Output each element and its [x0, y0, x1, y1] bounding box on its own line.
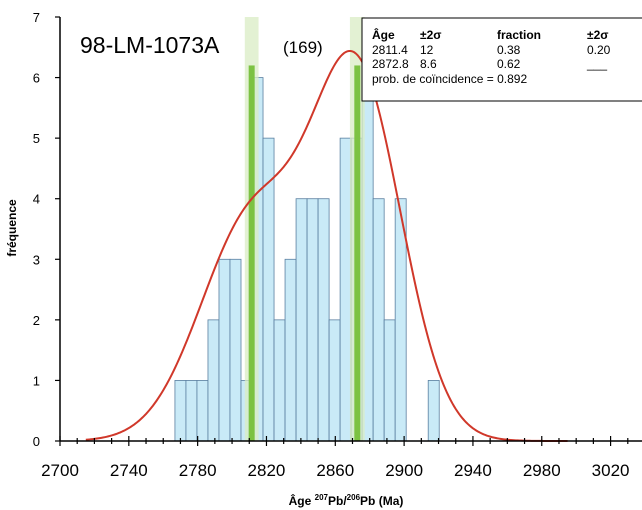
histogram-bars	[174, 77, 440, 442]
component-age-line	[354, 65, 361, 441]
legend-row1-2sigma: 12	[420, 43, 434, 57]
legend-row1-age: 2811.4	[372, 43, 408, 57]
x-axis-title-sup2: 206	[347, 493, 361, 502]
x-tick-label: 2860	[316, 461, 354, 480]
histogram-bar	[185, 380, 198, 442]
x-tick-label: 3020	[592, 461, 630, 480]
legend-table-box	[361, 17, 642, 102]
legend-row2-fraction: 0.62	[497, 57, 521, 71]
y-tick-label: 7	[33, 10, 40, 25]
legend-footer: prob. de coïncidence = 0.892	[372, 72, 527, 86]
y-axis-title: fréquence	[5, 199, 19, 257]
legend-table: Âge ±2σ fraction ±2σ 2811.4 12 0.38 0.20…	[361, 17, 642, 102]
legend-row2-fraction-2sigma: ___	[586, 57, 607, 71]
histogram-bar	[339, 137, 352, 442]
legend-row1-fraction-2sigma: 0.20	[587, 43, 611, 57]
x-axis-title-mid: Pb/	[328, 494, 347, 508]
sample-title: 98-LM-1073A	[80, 32, 220, 58]
component-age-line	[248, 65, 255, 441]
histogram-bar	[427, 380, 440, 442]
x-tick-labels: 2700 2740 2780 2820 2860 2900 2940 2980 3020	[41, 461, 629, 480]
x-axis-title: Âge 207Pb/206Pb (Ma)	[289, 493, 404, 508]
x-axis-title-prefix: Âge	[289, 493, 315, 508]
histogram-bar	[207, 319, 220, 442]
x-axis-title-suffix: Pb (Ma)	[360, 494, 403, 508]
y-tick-label: 0	[33, 434, 40, 449]
histogram-bar	[284, 258, 297, 442]
histogram-bar	[306, 198, 319, 442]
legend-row2-2sigma: 8.6	[420, 57, 437, 71]
histogram-bar	[295, 198, 308, 442]
legend-header-fraction-2sigma: ±2σ	[587, 28, 608, 42]
histogram-bar	[372, 198, 385, 442]
histogram-bar	[174, 380, 187, 442]
histogram-bar	[218, 258, 231, 442]
legend-row2-age: 2872.8	[372, 57, 409, 71]
x-tick-label: 2700	[41, 461, 79, 480]
component-bands	[244, 17, 365, 441]
histogram-bar	[229, 258, 242, 442]
probability-density-curve	[85, 49, 568, 442]
x-tick-label: 2740	[110, 461, 148, 480]
axes	[55, 16, 642, 446]
legend-header-age: Âge	[372, 27, 395, 42]
x-tick-label: 2980	[523, 461, 561, 480]
histogram-bar	[383, 319, 396, 442]
legend-header-fraction: fraction	[497, 28, 541, 42]
y-tick-label: 5	[33, 131, 40, 146]
legend-row1-fraction: 0.38	[497, 43, 521, 57]
y-tick-label: 4	[33, 192, 40, 207]
x-tick-label: 2820	[248, 461, 286, 480]
x-axis-title-sup1: 207	[315, 493, 329, 502]
y-tick-label: 3	[33, 252, 40, 267]
y-tick-labels: 0 1 2 3 4 5 6 7	[33, 10, 40, 449]
y-tick-label: 6	[33, 71, 40, 86]
x-tick-label: 2780	[179, 461, 217, 480]
histogram-bar	[317, 198, 330, 442]
y-tick-label: 2	[33, 313, 40, 328]
x-tick-label: 2900	[385, 461, 423, 480]
sample-count: (169)	[283, 38, 323, 57]
y-tick-label: 1	[33, 373, 40, 388]
histogram-bar	[196, 380, 209, 442]
x-tick-label: 2940	[454, 461, 492, 480]
legend-header-2sigma: ±2σ	[420, 28, 441, 42]
histogram-bar	[273, 319, 286, 442]
histogram-bar	[328, 319, 341, 442]
